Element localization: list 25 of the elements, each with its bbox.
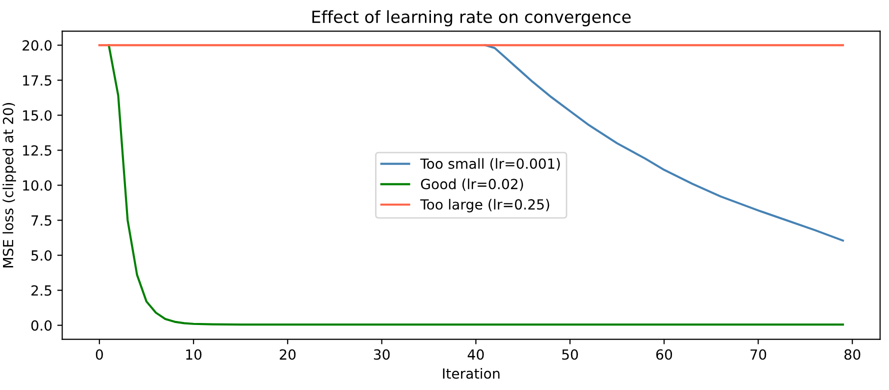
legend-label: Good (lr=0.02): [421, 178, 524, 191]
legend-label: Too large (lr=0.25): [420, 198, 550, 212]
x-tick-label: 40: [468, 349, 484, 360]
y-tick-label: 15.0: [23, 110, 52, 121]
y-tick-label: 10.0: [23, 180, 52, 191]
x-tick-label: 70: [750, 349, 766, 360]
x-tick-label: 30: [374, 349, 390, 360]
x-tick-label: 80: [844, 349, 860, 360]
x-tick-label: 0: [96, 349, 103, 360]
legend-label: Too small (lr=0.001): [420, 158, 560, 171]
y-tick-label: 12.5: [23, 145, 52, 156]
x-tick-label: 60: [656, 349, 672, 360]
y-tick-label: 5.0: [31, 250, 52, 261]
y-tick-label: 7.5: [32, 215, 52, 226]
y-tick-label: 17.5: [23, 75, 52, 86]
chart-title: Effect of learning rate on convergence: [312, 10, 631, 26]
x-tick-label: 50: [562, 349, 578, 360]
x-tick-label: 20: [280, 349, 296, 360]
line-series: [108, 44, 844, 326]
y-tick-label: 0.0: [31, 320, 52, 331]
y-tick-label: 20.0: [22, 40, 52, 51]
y-axis-title: MSE loss (clipped at 20): [2, 103, 16, 268]
x-axis-title: Iteration: [443, 368, 500, 379]
y-tick-label: 2.5: [31, 285, 52, 296]
x-tick-label: 10: [186, 349, 202, 360]
